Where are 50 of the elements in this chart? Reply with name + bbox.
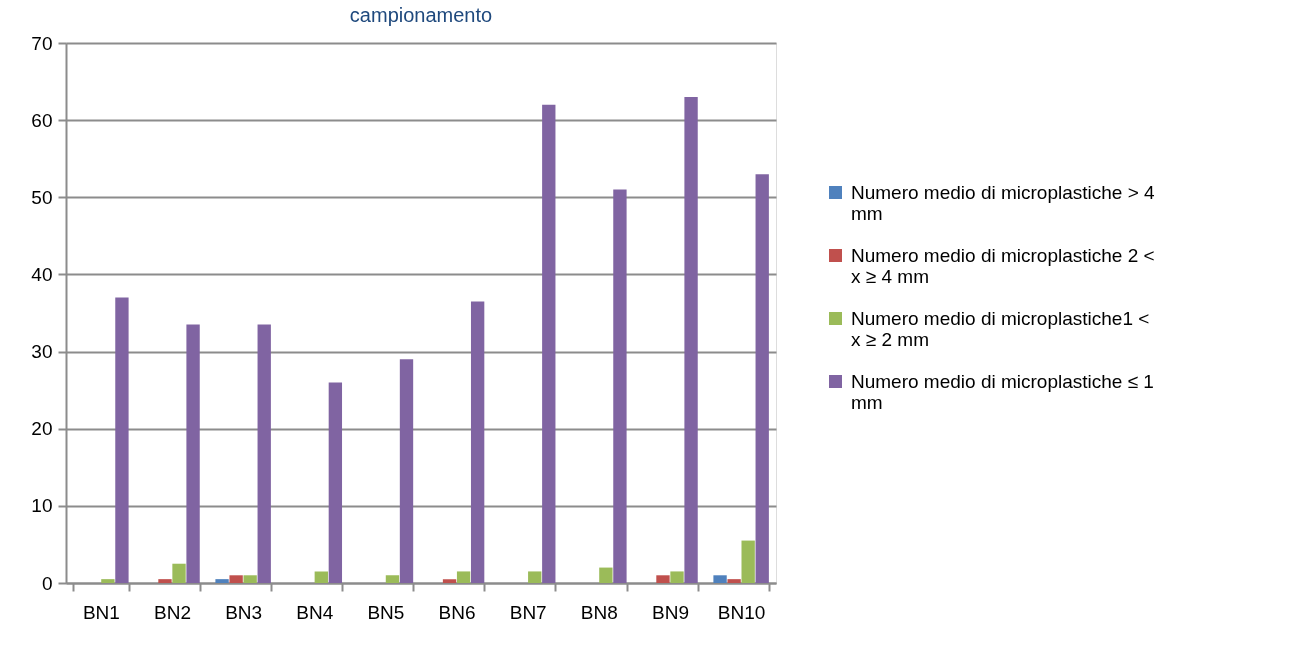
bar xyxy=(101,579,115,583)
bar xyxy=(727,579,741,583)
bar xyxy=(613,189,627,583)
bar xyxy=(528,571,542,583)
legend-label: Numero medio di microplastiche1 < x ≥ 2 mm xyxy=(851,307,1150,350)
bar xyxy=(684,97,698,583)
x-tick-label: BN1 xyxy=(82,601,120,623)
x-tick-label: BN5 xyxy=(367,601,405,623)
bar xyxy=(257,324,271,583)
bar xyxy=(755,174,769,583)
bar xyxy=(385,575,400,583)
bar xyxy=(328,382,343,583)
y-tick-label: 40 xyxy=(31,263,53,285)
x-tick-label: BN7 xyxy=(509,601,547,623)
bar xyxy=(670,571,684,583)
y-tick-label: 70 xyxy=(31,32,53,54)
bar xyxy=(215,579,229,583)
x-tick-label: BN9 xyxy=(652,601,689,623)
bar xyxy=(158,579,172,583)
legend-label: Numero medio di microplastiche > 4 mm xyxy=(851,181,1156,224)
x-tick-label: BN3 xyxy=(225,601,263,623)
x-tick-label: BN6 xyxy=(438,601,476,623)
bar xyxy=(399,359,414,583)
bar xyxy=(656,575,670,583)
y-tick-label: 10 xyxy=(31,495,53,517)
y-tick-label: 0 xyxy=(41,572,53,594)
y-tick-label: 60 xyxy=(31,109,53,131)
bar xyxy=(115,297,129,583)
x-tick-label: BN2 xyxy=(154,601,191,623)
bar xyxy=(172,563,186,583)
chart-title: campionamento xyxy=(349,4,493,26)
y-tick-label: 30 xyxy=(31,341,53,363)
bar xyxy=(229,575,243,583)
legend-label: Numero medio di microplastiche ≤ 1 mm xyxy=(851,370,1154,413)
bar xyxy=(186,324,200,583)
x-tick-label: BN10 xyxy=(717,601,766,623)
y-tick-label: 50 xyxy=(31,186,53,208)
x-tick-label: BN8 xyxy=(580,601,618,623)
bar xyxy=(243,575,257,583)
x-tick-label: BN4 xyxy=(296,601,334,623)
bar xyxy=(713,575,727,583)
legend-label: Numero medio di microplastiche 2 < x ≥ 4 mm xyxy=(851,244,1155,287)
bar xyxy=(314,571,328,583)
bar xyxy=(542,104,556,583)
bar xyxy=(741,540,755,583)
y-tick-label: 20 xyxy=(31,418,53,440)
bar xyxy=(599,567,613,583)
bar xyxy=(456,571,471,583)
bar xyxy=(470,301,485,583)
bar xyxy=(442,579,457,583)
